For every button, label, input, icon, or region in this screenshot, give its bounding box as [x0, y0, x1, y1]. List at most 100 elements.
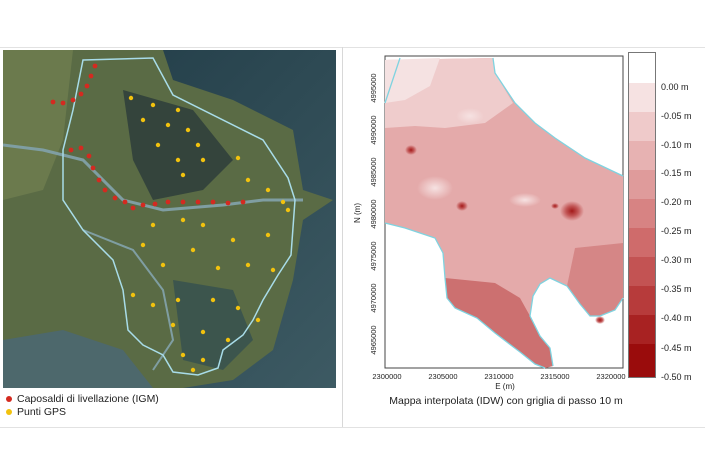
subsidence-hotspot	[551, 203, 559, 209]
scale-label: 0.00 m	[661, 82, 689, 92]
gps-point	[150, 102, 156, 108]
benchmark-point	[195, 199, 201, 205]
legend-item-benchmarks: Caposaldi di livellazione (IGM)	[6, 392, 159, 405]
yellow-dot-icon	[6, 408, 12, 415]
gps-point	[140, 242, 146, 248]
y-axis-ticks: 4995000 4990000 4985000 4980000 4975000 …	[369, 73, 378, 354]
y-tick-label: 4985000	[369, 157, 378, 186]
benchmark-point	[68, 147, 74, 153]
land-mainland-west	[3, 50, 73, 200]
gps-point	[280, 199, 286, 205]
color-scale-bar	[628, 52, 656, 378]
frame-top-line	[0, 47, 705, 48]
gps-point	[285, 207, 291, 213]
gps-point	[150, 302, 156, 308]
gps-point	[210, 297, 216, 303]
gps-point	[140, 117, 146, 123]
benchmark-point	[90, 165, 96, 171]
subsidence-hotspot	[595, 316, 605, 324]
deformation-surface	[385, 58, 623, 368]
benchmark-point	[210, 199, 216, 205]
scale-swatch	[629, 83, 655, 112]
gps-point	[180, 352, 186, 358]
gps-point	[175, 107, 181, 113]
y-axis-label: N (m)	[353, 203, 362, 223]
legend-label: Caposaldi di livellazione (IGM)	[17, 392, 159, 405]
gps-point	[155, 142, 161, 148]
gps-point	[255, 317, 261, 323]
scale-swatch	[629, 315, 655, 344]
scale-label: -0.05 m	[661, 111, 692, 121]
surface-corner-lightest	[385, 58, 440, 103]
sea-southwest	[3, 330, 153, 388]
gps-point	[195, 142, 201, 148]
x-tick-label: 2300000	[372, 372, 401, 381]
legend-item-gps: Punti GPS	[6, 405, 159, 418]
low-subsidence-patch	[417, 176, 453, 200]
x-axis-label: E (m)	[495, 382, 515, 391]
y-tick-label: 4995000	[369, 73, 378, 102]
gps-point	[200, 157, 206, 163]
idw-map-caption: Mappa interpolata (IDW) con griglia di p…	[389, 395, 623, 407]
gps-point	[180, 217, 186, 223]
gps-point	[150, 222, 156, 228]
gps-point	[175, 297, 181, 303]
left-map-legend: Caposaldi di livellazione (IGM) Punti GP…	[6, 392, 159, 418]
gps-point	[225, 337, 231, 343]
scale-swatch	[629, 53, 655, 83]
gps-point	[185, 127, 191, 133]
gps-point	[265, 232, 271, 238]
benchmark-point	[78, 145, 84, 151]
y-tick-label: 4970000	[369, 283, 378, 312]
scale-swatch	[629, 344, 655, 377]
gps-points	[128, 95, 291, 373]
leveling-benchmarks	[50, 63, 246, 211]
surface-south-dark	[445, 278, 553, 368]
gps-point	[170, 322, 176, 328]
subsidence-hotspot	[456, 201, 468, 211]
benchmark-point	[130, 205, 136, 211]
river-secondary	[82, 229, 175, 371]
red-dot-icon	[6, 395, 12, 402]
scale-label: -0.25 m	[661, 226, 692, 236]
subsidence-hotspot	[405, 145, 417, 155]
benchmark-point	[240, 199, 246, 205]
legend-label: Punti GPS	[17, 405, 67, 418]
scale-label: -0.20 m	[661, 197, 692, 207]
gps-point	[245, 177, 251, 183]
lagoon-dark	[123, 90, 233, 200]
gps-point	[265, 187, 271, 193]
y-tick-label: 4965000	[369, 325, 378, 354]
low-subsidence-patch	[509, 193, 541, 207]
coastline-outline	[384, 57, 624, 369]
y-tick-label: 4980000	[369, 199, 378, 228]
gps-point	[235, 305, 241, 311]
scale-label: -0.10 m	[661, 140, 692, 150]
gps-point	[180, 172, 186, 178]
low-subsidence-patch	[456, 108, 484, 124]
subsidence-hotspot	[560, 201, 584, 221]
gps-point	[200, 329, 206, 335]
benchmark-point	[225, 200, 231, 206]
benchmark-point	[165, 199, 171, 205]
y-tick-label: 4975000	[369, 241, 378, 270]
x-tick-label: 2315000	[540, 372, 569, 381]
benchmark-point	[84, 83, 90, 89]
benchmark-point	[112, 195, 118, 201]
scale-label: -0.35 m	[661, 284, 692, 294]
gps-point	[165, 122, 171, 128]
scale-swatch	[629, 170, 655, 199]
benchmark-point	[78, 91, 84, 97]
gps-point	[128, 95, 134, 101]
scale-swatch	[629, 141, 655, 170]
satellite-map	[3, 50, 336, 388]
x-tick-label: 2320000	[596, 372, 625, 381]
x-tick-label: 2310000	[484, 372, 513, 381]
scale-label: -0.30 m	[661, 255, 692, 265]
benchmark-point	[152, 201, 158, 207]
gps-point	[235, 155, 241, 161]
benchmark-point	[92, 63, 98, 69]
gps-point	[200, 357, 206, 363]
panel-divider	[342, 47, 343, 427]
scale-swatch	[629, 257, 655, 286]
